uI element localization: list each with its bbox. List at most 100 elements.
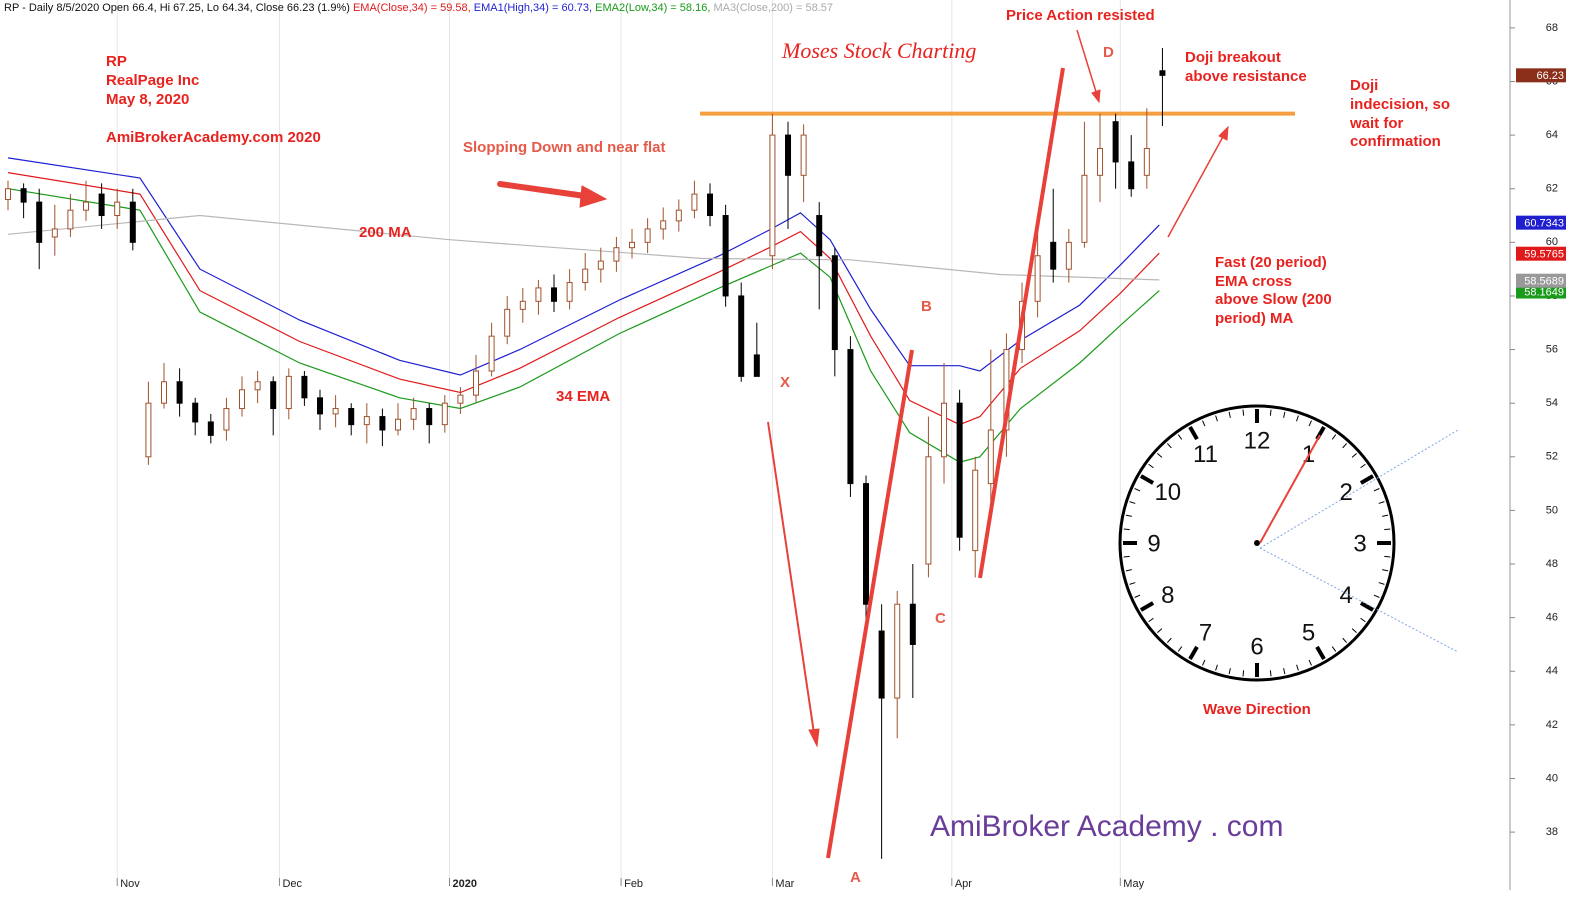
annotation: Doji breakout <box>1185 49 1281 66</box>
candle-body <box>644 228 651 243</box>
clock-number: 12 <box>1244 427 1271 454</box>
annotation: B <box>921 298 932 315</box>
x-tick-label: Feb <box>624 878 643 890</box>
y-tick-label: 68 <box>1546 22 1558 34</box>
clock-number: 2 <box>1340 479 1353 506</box>
annotation: above Slow (200 <box>1215 291 1332 308</box>
candle-body <box>847 349 854 485</box>
candle-body <box>5 188 12 200</box>
annotation: period) MA <box>1215 310 1293 327</box>
clock-tick <box>1139 601 1155 612</box>
x-tick-label: May <box>1123 878 1144 890</box>
clock-tick <box>1359 601 1375 612</box>
arrow <box>497 181 588 199</box>
clock-tick <box>1188 425 1199 441</box>
y-tick-label: 38 <box>1546 826 1558 838</box>
clock-tick <box>1331 646 1337 652</box>
candle-body <box>519 300 526 310</box>
clock-tick <box>1202 659 1206 666</box>
candle-body <box>769 134 776 257</box>
candle-body <box>816 215 823 257</box>
candle-body <box>504 308 511 337</box>
candle-body <box>738 295 745 377</box>
clock-tick <box>1129 501 1136 504</box>
y-tick-label: 54 <box>1546 397 1558 409</box>
clock-tick <box>1123 555 1130 558</box>
clock-number: 8 <box>1161 582 1174 609</box>
annotation: A <box>850 869 861 886</box>
header-part: EMA(Close,34) = 59.58, <box>353 2 474 14</box>
annotation: D <box>1103 44 1114 61</box>
clock-tick <box>1228 411 1231 418</box>
clock-tick <box>1283 668 1286 675</box>
clock-number: 5 <box>1302 620 1315 647</box>
candle-body <box>192 402 199 423</box>
candle-body <box>426 408 433 426</box>
annotation: wait for <box>1349 115 1403 132</box>
candle-body <box>145 402 152 458</box>
candle-body <box>629 241 636 249</box>
indicator-line <box>7 157 1160 376</box>
clock-tick <box>1125 569 1132 572</box>
clock-tick <box>1148 463 1154 469</box>
value-tag-label: 58.1649 <box>1524 286 1564 298</box>
arrow <box>1076 29 1098 96</box>
y-tick-label: 52 <box>1546 451 1558 463</box>
clock-tick <box>1384 528 1391 531</box>
clock-number: 4 <box>1340 582 1353 609</box>
candle-body <box>535 287 542 302</box>
clock-tick <box>1373 488 1380 492</box>
x-tick-label: Mar <box>775 878 794 890</box>
candle-body <box>114 201 121 217</box>
candle-body <box>1097 148 1104 176</box>
candle-body <box>20 188 27 203</box>
clock-tick <box>1157 628 1163 634</box>
candle-body <box>878 630 885 699</box>
clock-tick <box>1360 463 1366 469</box>
clock-tick <box>1269 670 1272 677</box>
candle-body <box>363 416 370 426</box>
y-tick-label: 46 <box>1546 612 1558 624</box>
clock-tick <box>1134 594 1141 598</box>
watermark: Moses Stock Charting <box>781 38 976 63</box>
clock-tick <box>1129 582 1136 585</box>
header-part: EMA2(Low,34) = 58.16, <box>595 2 713 14</box>
x-tick-label: Nov <box>120 878 140 890</box>
annotation: May 8, 2020 <box>106 91 189 108</box>
value-tag <box>1516 215 1566 230</box>
y-tick-label: 56 <box>1546 343 1558 355</box>
clock-tick <box>1242 409 1245 416</box>
clock-tick <box>1296 415 1299 422</box>
candle-body <box>1112 121 1119 163</box>
header: RP - Daily 8/5/2020 Open 66.4, Hi 67.25,… <box>4 2 833 14</box>
annotation: above resistance <box>1185 68 1307 85</box>
y-tick-label: 42 <box>1546 719 1558 731</box>
candle-body <box>675 209 682 222</box>
clock-tick <box>1331 434 1337 440</box>
clock-tick <box>1296 664 1299 671</box>
clock: 121234567891011 <box>1118 404 1459 682</box>
value-tag-label: 66.23 <box>1536 70 1564 82</box>
clock-tick <box>1215 664 1218 671</box>
candle-body <box>473 370 480 396</box>
candle-body <box>582 268 589 284</box>
candle-body <box>707 193 714 217</box>
candle-body <box>1050 241 1057 270</box>
candle-body <box>1143 148 1150 176</box>
x-tick-label: 2020 <box>452 878 476 890</box>
clock-tick <box>1148 617 1154 623</box>
header-part: MA3(Close,200) = 58.57 <box>713 2 833 14</box>
clock-number: 7 <box>1199 620 1212 647</box>
clock-tick <box>1373 594 1380 598</box>
clock-tick <box>1269 409 1272 416</box>
clock-number: 6 <box>1250 633 1263 660</box>
clock-tick <box>1342 637 1348 643</box>
candle-body <box>83 201 90 211</box>
candle-body <box>239 389 246 410</box>
clock-tick <box>1378 582 1385 585</box>
candle-body <box>566 282 573 302</box>
candle-body <box>254 381 261 391</box>
clock-tick <box>1359 474 1375 485</box>
candle-body <box>831 255 838 351</box>
candle-body <box>800 134 807 176</box>
